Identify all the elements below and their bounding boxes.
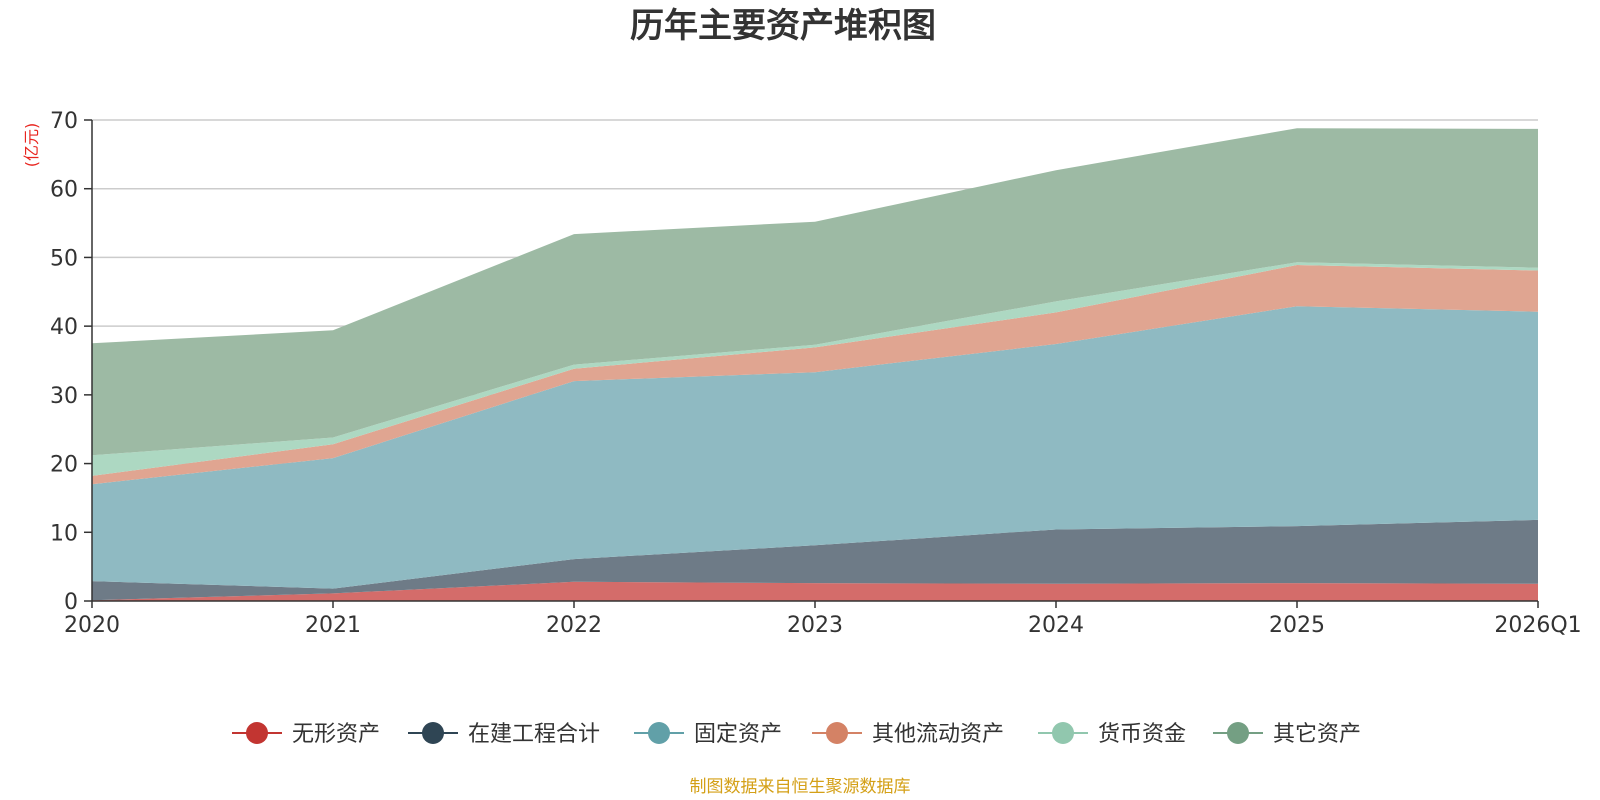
legend-item-5[interactable]: 货币资金: [1038, 722, 1186, 747]
legend-marker-icon: [422, 722, 444, 744]
legend: 无形资产 在建工程合计 固定资产 其他流动资产 货币资金 其它资产: [232, 722, 1361, 747]
x-tick-label: 2025: [1269, 613, 1325, 638]
area-series-6[interactable]: [92, 128, 1538, 456]
x-tick-label: 2024: [1028, 613, 1084, 638]
legend-item-6[interactable]: 其它资产: [1213, 722, 1361, 747]
legend-item-2[interactable]: 在建工程合计: [408, 722, 600, 747]
y-tick-label: 60: [50, 178, 78, 203]
legend-label: 无形资产: [292, 722, 380, 747]
area-series-3[interactable]: [92, 306, 1538, 589]
legend-marker-icon: [648, 722, 670, 744]
y-tick-label: 20: [50, 453, 78, 478]
legend-item-1[interactable]: 无形资产: [232, 722, 380, 747]
area-series-1[interactable]: [92, 581, 1538, 601]
y-axis-unit: (亿元): [22, 123, 41, 168]
x-tick-label: 2023: [787, 613, 843, 638]
legend-item-4[interactable]: 其他流动资产: [812, 722, 1004, 747]
area-series-group: [92, 128, 1538, 601]
area-series-5[interactable]: [92, 262, 1538, 476]
legend-marker-icon: [826, 722, 848, 744]
x-tick-label: 2020: [64, 613, 120, 638]
y-tick-label: 0: [64, 590, 78, 615]
legend-item-3[interactable]: 固定资产: [634, 722, 782, 747]
y-tick-label: 40: [50, 315, 78, 340]
y-tick-label: 50: [50, 246, 78, 271]
area-series-2[interactable]: [92, 519, 1538, 601]
legend-label: 货币资金: [1098, 722, 1186, 747]
legend-label: 固定资产: [694, 722, 782, 747]
y-tick-label: 30: [50, 384, 78, 409]
x-tick-label: 2022: [546, 613, 602, 638]
y-tick-label: 10: [50, 521, 78, 546]
legend-label: 在建工程合计: [468, 722, 600, 747]
chart-title: 历年主要资产堆积图: [630, 6, 936, 46]
legend-marker-icon: [246, 722, 268, 744]
legend-label: 其他流动资产: [872, 722, 1004, 747]
axes: 0 10 20 30 40 50 60 70 2020 2021 2022 2023 2024 2025 2…: [50, 109, 1582, 638]
y-tick-label: 70: [50, 109, 78, 134]
legend-marker-icon: [1052, 722, 1074, 744]
legend-marker-icon: [1227, 722, 1249, 744]
data-source-note: 制图数据来自恒生聚源数据库: [690, 777, 911, 797]
legend-label: 其它资产: [1273, 722, 1361, 747]
x-tick-label: 2021: [305, 613, 361, 638]
x-tick-label: 2026Q1: [1494, 613, 1581, 638]
area-series-4[interactable]: [92, 265, 1538, 485]
